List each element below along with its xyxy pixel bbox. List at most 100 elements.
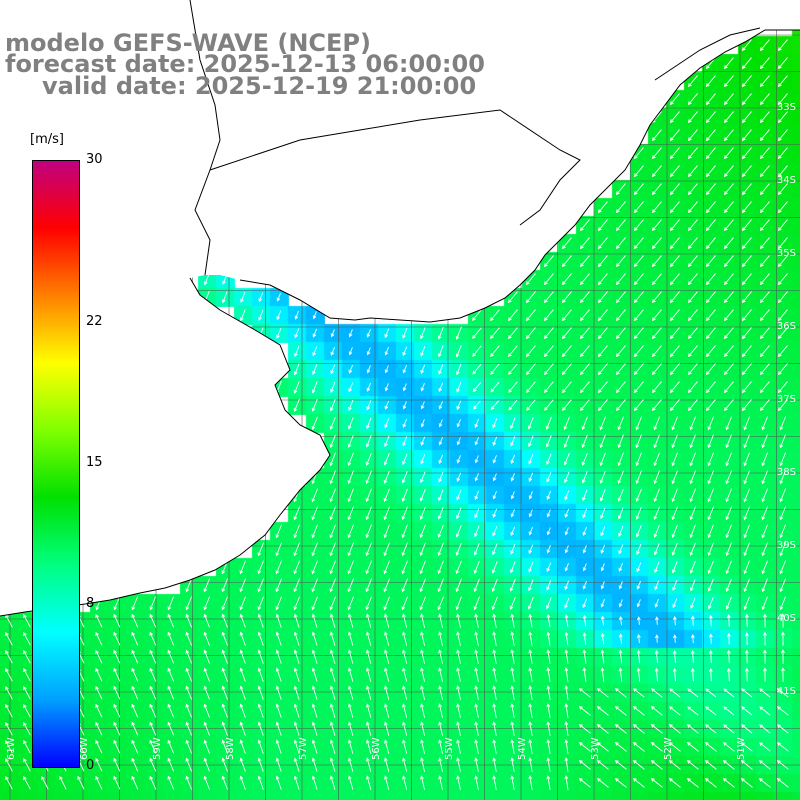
wind-arrow: [546, 562, 552, 573]
wind-arrow: [599, 416, 607, 431]
wind-arrow: [365, 596, 373, 611]
wind-arrow: [723, 165, 734, 178]
wind-arrow: [258, 309, 264, 321]
wind-arrow: [311, 757, 318, 772]
wind-arrow: [546, 453, 552, 466]
wind-arrow: [582, 526, 588, 536]
wind-arrow: [383, 453, 390, 466]
wind-arrow: [456, 757, 461, 772]
wind-arrow: [257, 578, 265, 593]
wind-arrow: [149, 703, 157, 718]
wind-arrow: [384, 703, 390, 718]
wind-arrow: [474, 490, 480, 501]
wind-arrow: [669, 165, 680, 178]
wind-arrow: [687, 111, 698, 124]
wind-arrow: [704, 724, 717, 734]
wind-arrow: [258, 292, 264, 303]
wind-arrow: [474, 721, 479, 736]
wind-arrow: [546, 757, 551, 772]
colorbar-tick-label: 22: [86, 313, 103, 329]
wind-arrow: [581, 452, 588, 466]
border-inland: [209, 109, 581, 226]
wind-arrow: [311, 685, 318, 700]
wind-arrow: [564, 721, 569, 736]
wind-arrow: [668, 706, 681, 716]
wind-arrow: [687, 183, 698, 196]
wind-arrow: [528, 613, 533, 628]
wind-arrow: [615, 273, 626, 286]
wind-arrow: [725, 560, 732, 575]
wind-arrow: [759, 57, 770, 70]
wind-arrow: [348, 364, 354, 374]
wind-arrow: [705, 381, 716, 394]
wind-arrow: [113, 685, 121, 700]
wind-arrow: [707, 560, 714, 575]
wind-arrow: [564, 527, 569, 536]
wind-arrow: [759, 345, 770, 358]
wind-arrow: [438, 437, 443, 446]
wind-arrow: [438, 454, 444, 464]
wind-arrow: [402, 613, 408, 628]
wind-arrow: [651, 291, 662, 304]
wind-arrow: [5, 649, 13, 664]
wind-arrow: [546, 685, 551, 700]
wind-arrow: [492, 508, 498, 519]
wind-arrow: [95, 613, 103, 628]
wind-arrow: [759, 363, 770, 376]
wind-arrow: [636, 667, 641, 682]
wind-arrow: [563, 416, 570, 431]
wind-arrow: [420, 775, 426, 790]
wind-arrow: [689, 560, 696, 574]
wind-arrow: [564, 649, 569, 664]
colorbar-tick-label: 15: [86, 455, 103, 470]
wind-arrow: [294, 328, 300, 339]
wind-arrow: [420, 667, 426, 682]
wind-arrow: [564, 757, 569, 772]
wind-arrow: [597, 291, 608, 304]
wind-arrow: [597, 399, 608, 412]
wind-arrow: [582, 489, 588, 502]
wind-arrow: [474, 473, 479, 482]
wind-arrow: [402, 739, 408, 754]
wind-arrow: [437, 327, 444, 340]
wind-arrow: [347, 524, 355, 539]
wind-arrow: [708, 633, 713, 644]
wind-arrow: [311, 416, 318, 431]
wind-arrow: [149, 757, 157, 772]
wind-arrow: [651, 309, 662, 322]
wind-arrow: [510, 561, 516, 574]
wind-arrow: [419, 524, 426, 539]
wind-arrow: [95, 703, 103, 718]
wind-arrow: [492, 418, 498, 429]
wind-arrow: [617, 488, 624, 502]
wind-arrow: [366, 382, 372, 392]
wind-arrow: [723, 147, 734, 160]
wind-arrow: [633, 399, 644, 412]
wind-arrow: [578, 760, 591, 770]
wind-arrow: [311, 578, 319, 593]
wind-arrow: [507, 327, 518, 340]
wind-arrow: [474, 525, 480, 538]
wind-arrow: [275, 757, 282, 772]
wind-arrow: [456, 649, 461, 664]
wind-arrow: [456, 739, 461, 754]
wind-arrow: [779, 434, 787, 449]
wind-arrow: [564, 563, 569, 572]
wind-arrow: [311, 381, 318, 394]
wind-arrow: [687, 273, 698, 286]
wind-arrow: [671, 542, 678, 556]
wind-arrow: [723, 363, 734, 376]
wind-arrow: [113, 596, 121, 611]
wind-arrow: [239, 578, 247, 593]
wind-arrow: [365, 435, 372, 448]
wind-arrow: [240, 291, 246, 303]
wind-arrow: [167, 631, 175, 646]
wind-arrow: [726, 649, 731, 664]
wind-arrow: [743, 524, 751, 539]
wind-arrow: [689, 524, 696, 539]
wind-arrow: [761, 470, 769, 485]
land-mask: [0, 0, 800, 616]
wind-arrow: [651, 183, 662, 196]
wind-arrow: [528, 454, 534, 465]
wind-arrow: [402, 436, 408, 447]
